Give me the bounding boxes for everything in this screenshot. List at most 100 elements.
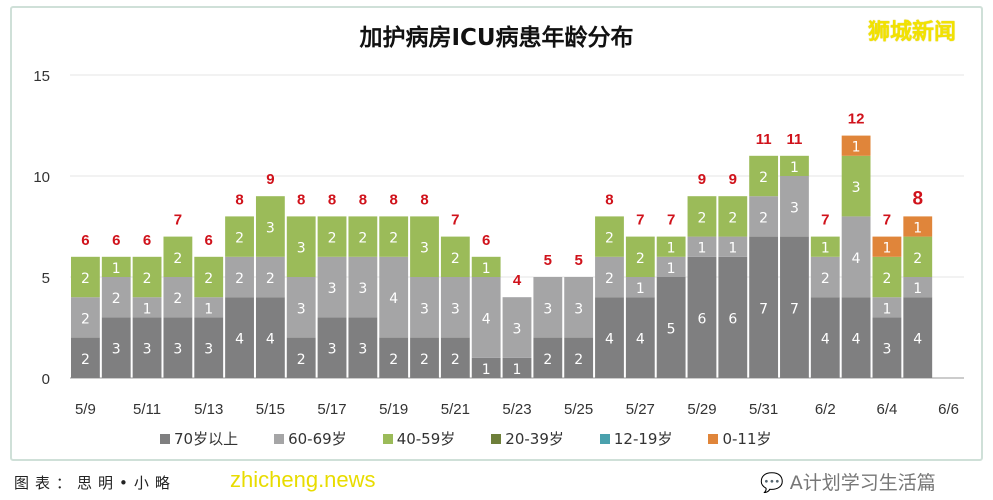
segment-label: 4 bbox=[852, 251, 861, 267]
bar-segment bbox=[718, 256, 748, 378]
bar-segment bbox=[348, 256, 378, 318]
bar-segment bbox=[255, 256, 285, 298]
bar-segment bbox=[533, 277, 563, 338]
bar-segment bbox=[625, 297, 655, 378]
bar-segment bbox=[101, 256, 131, 277]
bar-segment bbox=[903, 236, 933, 277]
x-tick-label: 5/13 bbox=[194, 401, 223, 418]
bar-segment bbox=[317, 256, 347, 318]
bar-segment bbox=[564, 337, 594, 378]
bar-segment bbox=[71, 337, 100, 378]
segment-label: 4 bbox=[821, 332, 830, 348]
bar-segment bbox=[502, 357, 532, 378]
bar-segment bbox=[132, 297, 162, 318]
segment-label: 1 bbox=[143, 301, 152, 317]
segment-label: 4 bbox=[913, 332, 922, 348]
bar-segment bbox=[841, 155, 871, 217]
bar-segment bbox=[286, 216, 316, 277]
legend-swatch bbox=[491, 433, 502, 444]
segment-label: 2 bbox=[328, 231, 337, 247]
segment-label: 4 bbox=[636, 332, 645, 348]
bar-segment bbox=[348, 216, 378, 257]
legend-item: 12-19岁 bbox=[599, 428, 672, 449]
wechat-account-name: A计划学习生活篇 bbox=[789, 472, 936, 494]
total-label: 7 bbox=[667, 212, 675, 229]
bar-segment bbox=[194, 297, 224, 318]
total-label: 8 bbox=[390, 191, 398, 208]
total-label: 9 bbox=[729, 171, 737, 188]
x-tick-label: 5/25 bbox=[564, 401, 593, 418]
segment-label: 1 bbox=[482, 362, 491, 378]
watermark: zhicheng.news bbox=[230, 467, 376, 492]
total-label: 8 bbox=[359, 191, 367, 208]
total-label: 8 bbox=[328, 191, 336, 208]
legend-item: 0-11岁 bbox=[708, 428, 772, 449]
bar-segment bbox=[872, 297, 902, 318]
bar-segment bbox=[656, 256, 686, 277]
bar-segment bbox=[286, 337, 316, 378]
segment-label: 1 bbox=[913, 281, 922, 297]
legend-label: 70岁以上 bbox=[174, 430, 239, 448]
chart-title: 加护病房ICU病患年龄分布 bbox=[359, 25, 634, 51]
segment-label: 1 bbox=[728, 241, 737, 257]
segment-label: 3 bbox=[882, 342, 891, 358]
x-tick-label: 5/19 bbox=[379, 401, 408, 418]
wechat-icon: 💬 bbox=[760, 472, 784, 494]
bar-segment bbox=[101, 277, 131, 318]
total-label: 7 bbox=[883, 212, 891, 229]
segment-label: 4 bbox=[482, 311, 491, 327]
segment-label: 4 bbox=[389, 291, 398, 307]
segment-label: 2 bbox=[728, 210, 737, 226]
x-tick-label: 5/31 bbox=[749, 401, 778, 418]
wechat-account: 💬 A计划学习生活篇 bbox=[760, 468, 936, 495]
bar-segment bbox=[841, 216, 871, 298]
segment-label: 2 bbox=[913, 251, 922, 267]
bar-segment bbox=[625, 236, 655, 277]
y-tick-label: 10 bbox=[33, 169, 50, 186]
x-tick-label: 5/29 bbox=[687, 401, 716, 418]
segment-label: 3 bbox=[112, 342, 121, 358]
segment-label: 1 bbox=[636, 281, 645, 297]
total-label: 8 bbox=[235, 191, 243, 208]
bar-segment bbox=[255, 196, 285, 257]
segment-label: 4 bbox=[605, 332, 614, 348]
segment-label: 1 bbox=[882, 301, 891, 317]
bar-segment bbox=[718, 236, 748, 257]
bar-segment bbox=[317, 216, 347, 257]
legend-label: 0-11岁 bbox=[722, 430, 772, 448]
bar-segment bbox=[71, 256, 100, 298]
segment-label: 7 bbox=[790, 301, 799, 317]
bar-segment bbox=[625, 277, 655, 298]
total-label: 6 bbox=[81, 232, 89, 249]
total-label: 7 bbox=[451, 212, 459, 229]
bar-segment bbox=[687, 196, 717, 237]
total-label: 6 bbox=[112, 232, 120, 249]
bar-segment bbox=[132, 317, 162, 378]
bar-segment bbox=[595, 216, 624, 257]
segment-label: 3 bbox=[297, 241, 306, 257]
total-label: 6 bbox=[143, 232, 151, 249]
bar-segment bbox=[810, 236, 840, 257]
segment-label: 2 bbox=[173, 291, 182, 307]
segment-label: 7 bbox=[759, 301, 768, 317]
bar-segment bbox=[286, 277, 316, 338]
legend-item: 70岁以上 bbox=[160, 428, 238, 449]
segment-label: 2 bbox=[235, 231, 244, 247]
segment-label: 1 bbox=[112, 261, 121, 277]
segment-label: 3 bbox=[328, 281, 337, 297]
legend: 70岁以上 60-69岁 40-59岁 20-39岁 12-19岁 0-11岁 bbox=[160, 428, 772, 449]
segment-label: 2 bbox=[698, 210, 707, 226]
segment-label: 4 bbox=[235, 332, 244, 348]
segment-label: 3 bbox=[574, 301, 583, 317]
total-label: 9 bbox=[266, 171, 274, 188]
x-tick-label: 5/15 bbox=[256, 401, 285, 418]
x-tick-label: 6/6 bbox=[938, 401, 959, 418]
segment-label: 1 bbox=[482, 261, 491, 277]
segment-label: 2 bbox=[636, 251, 645, 267]
legend-swatch bbox=[160, 433, 170, 444]
segment-label: 2 bbox=[759, 170, 768, 186]
bar-segment bbox=[194, 256, 224, 298]
bar-segment bbox=[471, 357, 501, 378]
bar-segment bbox=[595, 297, 624, 378]
bar-segment bbox=[471, 256, 501, 277]
